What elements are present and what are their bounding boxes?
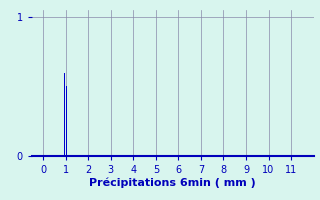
- X-axis label: Précipitations 6min ( mm ): Précipitations 6min ( mm ): [89, 178, 256, 188]
- Bar: [67, 86, 68, 156]
- Bar: [64, 73, 65, 156]
